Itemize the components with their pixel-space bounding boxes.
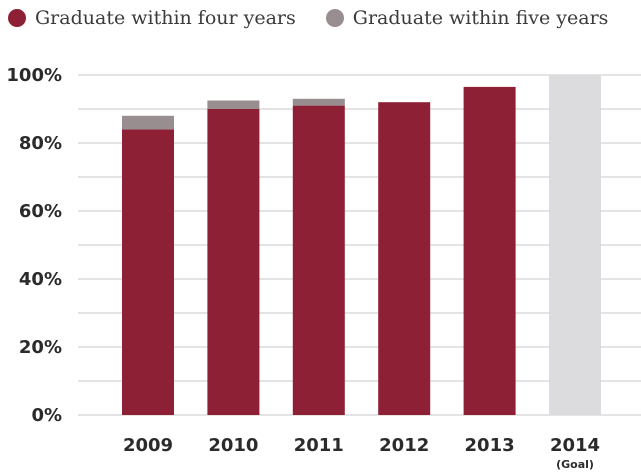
bar-four-years-2012: [378, 102, 431, 415]
bar-four-years-2011: [292, 105, 345, 415]
legend-label-five-years: Graduate within five years: [352, 7, 609, 29]
y-tick-label: 100%: [6, 65, 62, 86]
legend-label-four-years: Graduate within four years: [35, 7, 296, 29]
x-tick-label-2010: 2010: [208, 435, 258, 456]
x-tick-label-2012: 2012: [379, 435, 429, 456]
chart-legend: Graduate within four years Graduate with…: [8, 5, 638, 31]
goal-bar-2014: [549, 75, 601, 415]
bar-five-years-2009: [122, 115, 174, 130]
bar-four-years-2013: [463, 86, 516, 416]
y-tick-label: 0%: [31, 405, 62, 426]
legend-item-four-years: Graduate within four years: [8, 7, 296, 29]
bar-four-years-2010: [207, 109, 260, 415]
y-tick-label: 20%: [19, 337, 62, 358]
legend-swatch-five-years: [325, 9, 344, 27]
x-tick-sublabel-2014: (Goal): [556, 458, 594, 471]
bar-five-years-2011: [292, 98, 345, 106]
x-tick-label-2011: 2011: [294, 435, 344, 456]
bar-four-years-2009: [122, 129, 174, 415]
y-tick-label: 60%: [19, 201, 62, 222]
bar-five-years-2010: [207, 100, 260, 109]
x-tick-label-2009: 2009: [123, 435, 173, 456]
y-tick-label: 40%: [19, 269, 62, 290]
y-tick-label: 80%: [19, 133, 62, 154]
x-tick-label-2013: 2013: [465, 435, 515, 456]
legend-item-five-years: Graduate within five years: [325, 7, 609, 29]
legend-swatch-four-years: [8, 9, 26, 27]
x-tick-label-2014: 2014: [550, 435, 600, 456]
